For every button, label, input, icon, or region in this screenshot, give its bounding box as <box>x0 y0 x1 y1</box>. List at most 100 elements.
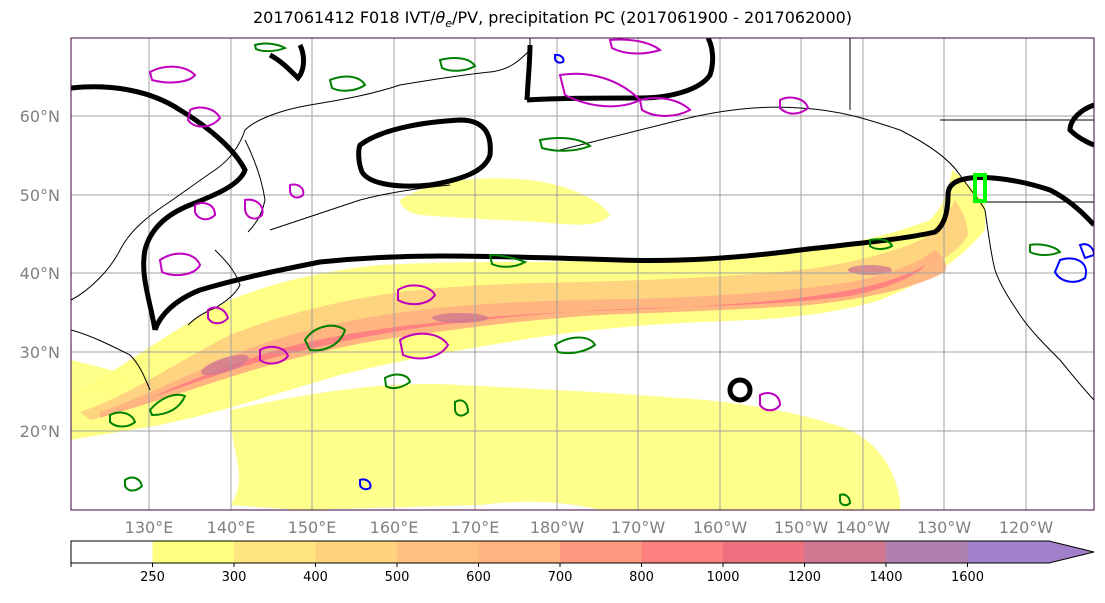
precip-blue-contours <box>359 53 1094 491</box>
ivt-max-2 <box>432 313 488 323</box>
colorbar-segment <box>397 541 479 563</box>
pg-6 <box>124 476 144 492</box>
colorbar-segment <box>723 541 805 563</box>
lon-label-150w: 150°W <box>774 518 829 537</box>
colorbar-labels: 250 300 400 500 600 700 800 1000 1200 1400 1600 <box>140 570 984 585</box>
canada-border <box>849 38 1094 203</box>
asia-coast <box>71 38 531 301</box>
pv-13 <box>289 183 305 199</box>
colorbar-label: 800 <box>629 570 654 585</box>
lon-label-170w: 170°W <box>611 518 666 537</box>
colorbar-segments <box>71 541 1094 563</box>
colorbar-ticks <box>70 563 968 567</box>
ivt-max-1 <box>201 354 249 376</box>
colorbar-segment <box>967 541 1094 563</box>
kamchatka <box>244 139 266 233</box>
colorbar-outline <box>70 540 1095 564</box>
ivt-south-band <box>230 384 900 510</box>
na-west-coast <box>984 209 1094 401</box>
lat-label-50: 50°N <box>20 186 60 205</box>
lon-label-130w: 130°W <box>917 518 972 537</box>
colorbar-segment <box>71 541 153 563</box>
ivt-west-coast <box>71 360 130 395</box>
colorbar-label: 1400 <box>869 570 902 585</box>
lat-label-60: 60°N <box>20 107 60 126</box>
latitude-labels: 60°N 50°N 40°N 30°N 20°N <box>20 107 60 441</box>
pv-5 <box>398 332 450 360</box>
colorbar-segment <box>641 541 724 563</box>
lat-label-20: 20°N <box>20 422 60 441</box>
theta-e-ring <box>727 377 753 403</box>
colorbar-label: 1200 <box>788 570 821 585</box>
lime-marker <box>973 173 987 203</box>
pg-15 <box>253 42 288 53</box>
colorbar-label: 400 <box>303 570 328 585</box>
pg-13 <box>109 411 137 428</box>
pg-11 <box>1029 243 1062 256</box>
korea-china <box>71 329 151 391</box>
lon-label-180w: 180°W <box>530 518 585 537</box>
pv-8 <box>638 97 692 117</box>
japan <box>187 249 241 326</box>
colorbar-label: 600 <box>466 570 491 585</box>
precip-green-contours <box>109 42 1062 507</box>
lon-label-170e: 170°E <box>451 518 500 537</box>
colorbar-label: 300 <box>222 570 247 585</box>
theta-e-loop-3 <box>524 44 533 101</box>
map-frame <box>70 37 1095 511</box>
colorbar-label: 500 <box>385 570 410 585</box>
pg-5 <box>454 399 470 417</box>
pb-1 <box>1053 257 1087 283</box>
pg-7 <box>328 75 367 92</box>
lon-label-160e: 160°E <box>370 518 419 537</box>
colorbar-label: 1600 <box>951 570 984 585</box>
colorbar-segment <box>234 541 316 563</box>
lat-label-30: 30°N <box>20 343 60 362</box>
pg-9 <box>538 137 592 152</box>
colorbar-segment <box>478 541 561 563</box>
lat-label-40: 40°N <box>20 264 60 283</box>
pv-12 <box>244 198 264 220</box>
colorbar-segment <box>886 541 968 563</box>
pv-1 <box>148 65 197 84</box>
pv-15 <box>608 38 663 55</box>
theta-e-east-loop <box>1067 102 1094 148</box>
pv-11 <box>194 202 217 221</box>
pg-1 <box>303 324 347 352</box>
colorbar-label: 1000 <box>706 570 739 585</box>
theta-e-loop-1 <box>356 117 493 189</box>
map-title: 2017061412 F018 IVT/θe/PV, precipitation… <box>252 8 853 31</box>
colorbar-segment <box>152 541 235 563</box>
lon-label-140e: 140°E <box>207 518 256 537</box>
colorbar-segment <box>315 541 398 563</box>
pv-9 <box>779 96 810 115</box>
pv-6 <box>259 345 290 365</box>
lon-label-160w: 160°W <box>693 518 748 537</box>
pg-4 <box>383 373 412 390</box>
pg-2 <box>553 336 597 355</box>
theta-e-west <box>71 84 248 331</box>
pg-14 <box>839 493 852 507</box>
colorbar-label: 700 <box>548 570 573 585</box>
colorbar-segment <box>560 541 642 563</box>
colorbar: 250 300 400 500 600 700 800 1000 1200 1400 1600 <box>70 540 1095 585</box>
colorbar-label: 250 <box>140 570 165 585</box>
gridlines <box>71 38 1094 510</box>
lon-label-150e: 150°E <box>288 518 337 537</box>
pv-14 <box>207 306 230 325</box>
pv-10 <box>759 392 782 412</box>
pv-2 <box>186 106 222 128</box>
colorbar-segment <box>804 541 887 563</box>
theta-e-loop-4 <box>268 43 306 82</box>
pg-8 <box>438 57 477 72</box>
longitude-labels: 130°E 140°E 150°E 160°E 170°E 180°W 170°… <box>125 518 1054 537</box>
alaska-coast <box>559 106 986 211</box>
pg-10 <box>488 253 528 268</box>
pg-12 <box>869 238 894 250</box>
pv-4 <box>397 284 437 306</box>
pg-3 <box>148 393 187 417</box>
lon-label-120w: 120°W <box>999 518 1054 537</box>
pv-3 <box>158 252 202 277</box>
pb-3 <box>359 478 372 491</box>
